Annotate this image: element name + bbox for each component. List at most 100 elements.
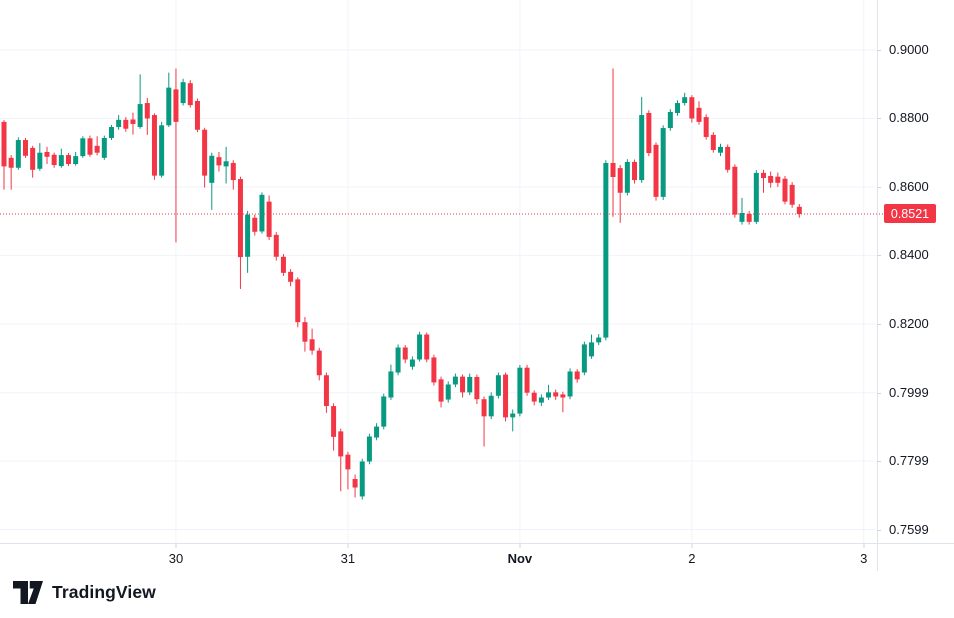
axis-corner-divider	[877, 543, 878, 571]
candle-body	[452, 376, 458, 385]
candle-body	[553, 392, 559, 397]
candle-body	[603, 162, 609, 338]
candle-body	[137, 104, 143, 128]
candle-body	[474, 376, 480, 400]
price-axis[interactable]: 0.8521 0.9000 0.8800 0.8600 0.8400 0.8200 0.7…	[877, 0, 954, 543]
candle-body	[8, 157, 14, 168]
candle-body	[760, 172, 766, 179]
candle-body	[101, 137, 107, 158]
tradingview-logo[interactable]: TradingView	[13, 581, 156, 604]
time-tick-mark	[347, 544, 349, 548]
candle-body	[531, 392, 537, 402]
candle-body	[366, 436, 372, 462]
candle-body	[510, 413, 516, 418]
price-tick-label: 0.8600	[889, 178, 929, 194]
candle-body	[517, 367, 523, 414]
candle-body	[538, 397, 544, 403]
price-tick-label: 0.7799	[889, 453, 929, 469]
candle-body	[417, 334, 423, 360]
candle-body	[130, 119, 136, 124]
time-axis[interactable]: 30 31 Nov 2 3	[0, 543, 954, 573]
candle-body	[388, 371, 394, 398]
price-tick-label: 0.9000	[889, 41, 929, 57]
candle-body	[209, 155, 215, 183]
candle-body	[739, 212, 745, 222]
time-tick-mark	[691, 544, 693, 548]
candle-body	[445, 384, 451, 400]
candle-body	[159, 125, 165, 176]
candle-body	[503, 374, 509, 418]
candle-body	[65, 155, 71, 164]
candle-body	[73, 156, 79, 164]
price-tick-label: 0.7599	[889, 521, 929, 537]
candle-body	[639, 115, 645, 181]
price-tick-mark	[877, 392, 881, 394]
candle-body	[202, 129, 208, 176]
candle-body	[596, 337, 602, 343]
candle-body	[753, 172, 759, 222]
candle-body	[116, 119, 122, 128]
candle-body	[581, 344, 587, 373]
candle-body	[632, 161, 638, 181]
candle-body	[180, 82, 186, 104]
candle-body	[703, 117, 709, 137]
time-tick-label: 2	[688, 550, 696, 566]
candle-body	[682, 97, 688, 104]
candle-body	[610, 162, 616, 178]
last-price-label: 0.8521	[884, 204, 936, 224]
candle-body	[58, 155, 64, 167]
time-tick-label: 3	[860, 550, 868, 566]
candle-body	[259, 194, 265, 232]
candle-body	[402, 347, 408, 360]
time-tick-mark	[175, 544, 177, 548]
candle-body	[617, 168, 623, 193]
candle-body	[245, 214, 251, 257]
candle-body	[216, 157, 222, 166]
candle-body	[653, 144, 659, 197]
candle-body	[94, 145, 100, 153]
time-tick-label: 31	[340, 550, 356, 566]
candle-body	[624, 161, 630, 193]
time-tick-mark	[519, 544, 521, 548]
candle-body	[338, 431, 344, 457]
price-tick-mark	[877, 186, 881, 188]
candle-body	[1, 121, 7, 167]
candle-body	[30, 147, 36, 170]
price-tick-mark	[877, 323, 881, 325]
candle-body	[546, 392, 552, 398]
candle-body	[718, 146, 723, 153]
candle-body	[295, 279, 301, 323]
price-tick-label: 0.7999	[889, 384, 929, 400]
candle-body	[273, 234, 279, 257]
candle-body	[732, 166, 738, 215]
candle-body	[725, 146, 731, 170]
footer: TradingView	[0, 571, 954, 618]
candlestick-chart-pane[interactable]	[0, 0, 884, 543]
candle-body	[495, 375, 501, 396]
tradingview-logo-icon	[13, 581, 43, 604]
candle-body	[395, 347, 401, 373]
candle-body	[696, 107, 702, 122]
candle-body	[331, 406, 337, 437]
price-tick-mark	[877, 255, 881, 257]
candle-body	[44, 152, 50, 157]
candle-body	[488, 395, 494, 417]
price-tick-mark	[877, 49, 881, 51]
candle-body	[409, 359, 415, 367]
candle-body	[187, 83, 193, 106]
candle-body	[710, 134, 716, 150]
candle-body	[431, 357, 437, 383]
candle-body	[237, 179, 243, 258]
candle-body	[567, 371, 573, 397]
candle-body	[675, 103, 681, 113]
candle-body	[524, 367, 530, 393]
candle-body	[352, 478, 358, 488]
candle-body	[252, 217, 258, 232]
candle-body	[302, 322, 308, 342]
candle-body	[660, 128, 666, 197]
candle-body	[323, 375, 329, 407]
candle-body	[589, 342, 595, 357]
candle-body	[782, 178, 788, 202]
candle-body	[80, 138, 86, 157]
candle-body	[646, 112, 652, 154]
